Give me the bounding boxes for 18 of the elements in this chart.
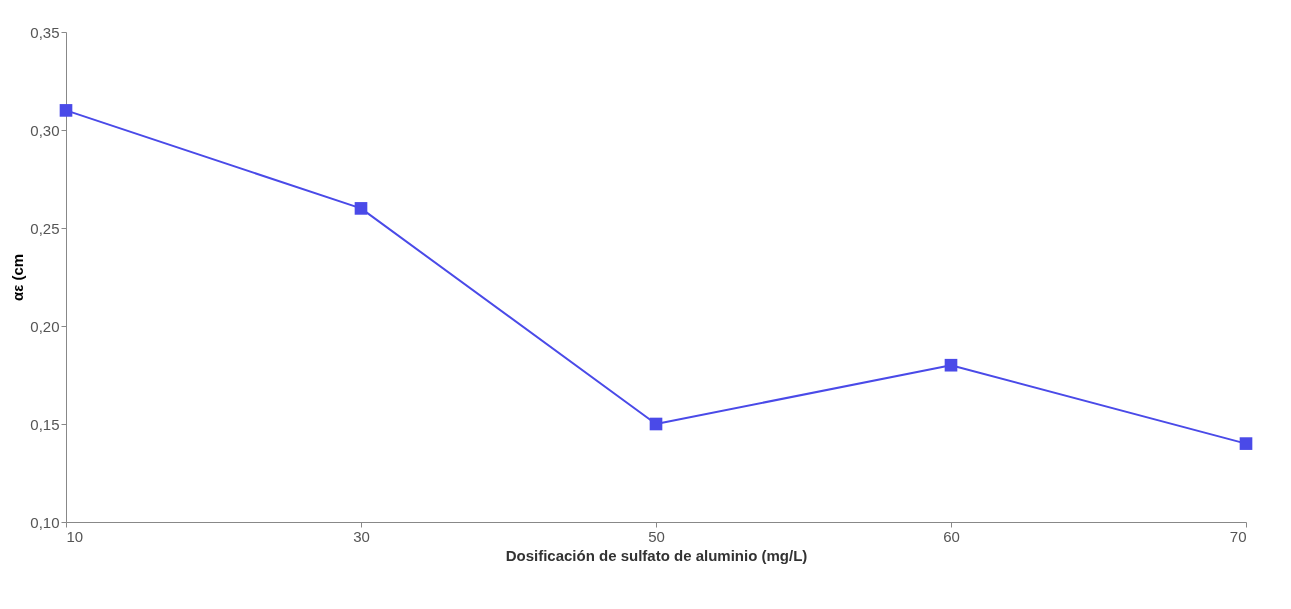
x-axis-title: Dosificación de sulfato de aluminio (mg/L) xyxy=(505,546,808,564)
y-tick-label: 0,25 xyxy=(30,219,60,237)
point xyxy=(1239,437,1253,450)
x-tick-label: 50 xyxy=(648,527,665,545)
point xyxy=(354,202,368,215)
y-tick-label: 0,30 xyxy=(30,121,60,139)
y-tick-label: 0,10 xyxy=(30,513,60,531)
x-tick-label: 30 xyxy=(353,527,370,545)
y-tick-label: 0,20 xyxy=(30,317,60,335)
y-tick-label: 0,15 xyxy=(30,415,60,433)
point xyxy=(649,417,663,431)
point xyxy=(59,104,73,117)
y-axis-title: αε (cm xyxy=(9,253,27,302)
x-tick-label: 60 xyxy=(943,527,960,545)
x-tick-label: 10 xyxy=(66,527,84,545)
point xyxy=(944,358,958,372)
x-tick-label: 70 xyxy=(1229,527,1247,545)
y-tick-label: 0,35 xyxy=(30,23,60,41)
